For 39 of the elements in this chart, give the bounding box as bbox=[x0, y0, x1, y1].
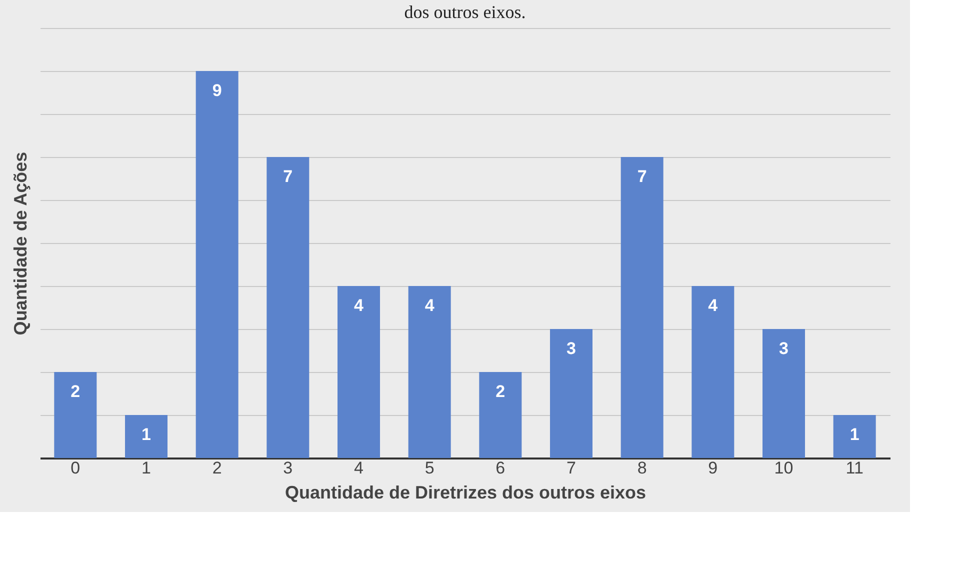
data-label: 3 bbox=[566, 339, 576, 358]
x-tick-label: 3 bbox=[283, 458, 293, 478]
bar bbox=[338, 286, 380, 458]
x-tick-label: 5 bbox=[424, 458, 434, 478]
x-tick-label: 10 bbox=[774, 458, 794, 478]
data-label: 2 bbox=[70, 382, 80, 401]
data-label: 4 bbox=[708, 296, 718, 315]
y-axis-title: Quantidade de Ações bbox=[10, 152, 30, 336]
x-tick-label: 4 bbox=[354, 458, 364, 478]
bar bbox=[762, 329, 805, 458]
x-tick-label: 1 bbox=[142, 458, 151, 478]
bar bbox=[54, 372, 97, 458]
x-axis-title: Quantidade de Diretrizes dos outros eixos bbox=[284, 482, 646, 502]
data-label: 4 bbox=[354, 296, 364, 315]
x-tick-label: 2 bbox=[212, 458, 222, 478]
x-tick-label: 8 bbox=[637, 458, 647, 478]
bar bbox=[692, 286, 734, 458]
x-tick-label: 9 bbox=[708, 458, 718, 478]
data-label: 2 bbox=[496, 382, 506, 401]
data-label: 1 bbox=[850, 425, 860, 444]
bar bbox=[620, 157, 664, 458]
chart-title: dos outros eixos. bbox=[404, 2, 526, 22]
bar bbox=[833, 415, 876, 458]
data-label: 7 bbox=[637, 167, 647, 186]
x-tick-label: 6 bbox=[496, 458, 506, 478]
x-tick-label: 11 bbox=[846, 458, 864, 478]
x-tick-label: 0 bbox=[70, 458, 80, 478]
data-label: 3 bbox=[779, 339, 788, 358]
data-label: 9 bbox=[212, 81, 222, 100]
data-label: 1 bbox=[142, 425, 151, 444]
bar bbox=[408, 286, 451, 458]
bar bbox=[125, 415, 168, 458]
x-tick-label: 7 bbox=[566, 458, 576, 478]
bar bbox=[266, 157, 310, 458]
data-label: 4 bbox=[424, 296, 435, 315]
data-label: 7 bbox=[283, 167, 293, 186]
bar bbox=[196, 71, 238, 458]
bar bbox=[550, 329, 592, 458]
bar bbox=[479, 372, 522, 458]
